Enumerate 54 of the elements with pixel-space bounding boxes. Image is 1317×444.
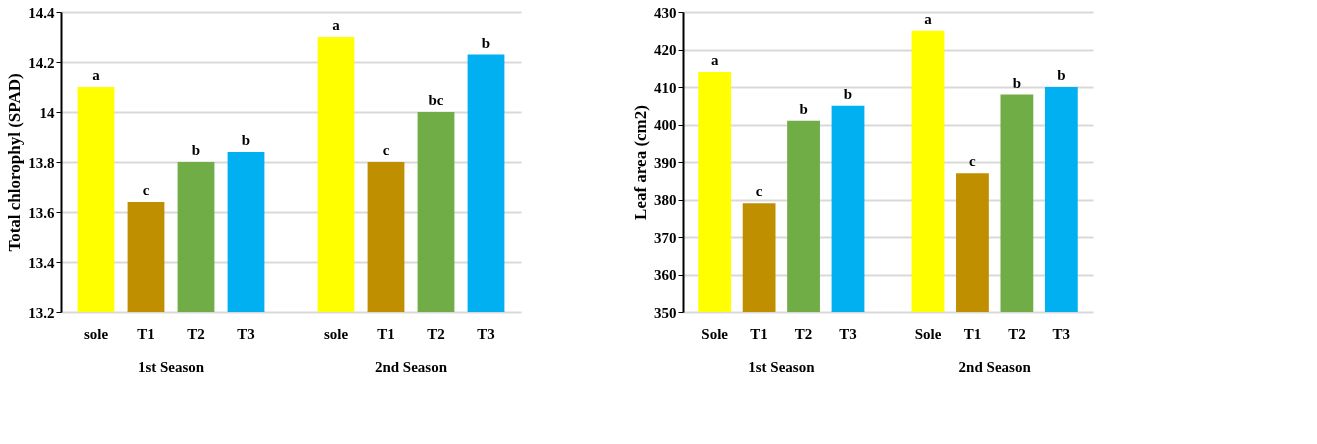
y-tick-label: 370 xyxy=(654,229,677,246)
data-label: b xyxy=(799,100,808,117)
y-tick-label: 380 xyxy=(654,192,677,208)
x-tick-label: T3 xyxy=(1052,326,1071,342)
x-tick-label: T1 xyxy=(377,326,395,342)
x-tick-label: Sole xyxy=(701,326,729,342)
y-tick-label: 410 xyxy=(654,79,677,96)
x-tick-label: T3 xyxy=(839,326,857,342)
data-label: a xyxy=(924,10,933,27)
y-tick-label: 420 xyxy=(654,42,677,58)
y-tick-label: 13.6 xyxy=(28,204,55,221)
data-label: b xyxy=(481,34,491,51)
x-tick-label: Sole xyxy=(914,326,942,342)
y-tick-label: 14.2 xyxy=(28,54,55,71)
data-label: b xyxy=(1012,74,1022,91)
x-tick-label: T1 xyxy=(750,326,768,342)
data-label: a xyxy=(92,67,101,83)
y-tick-label: 13.4 xyxy=(28,254,55,271)
x-tick-label: T2 xyxy=(794,326,813,342)
data-label: c xyxy=(969,153,977,170)
x-tick-label: T1 xyxy=(963,326,982,342)
text: 1st Season xyxy=(137,359,205,375)
data-label: a xyxy=(332,17,341,33)
x-tick-label: T1 xyxy=(137,326,155,342)
y-tick-label: 14.4 xyxy=(28,4,55,21)
x-tick-label: sole xyxy=(323,326,349,342)
text: 1st Season xyxy=(748,359,816,375)
data-label: a xyxy=(710,52,719,68)
y-tick-label: 14 xyxy=(39,104,55,121)
data-label: c xyxy=(382,142,390,158)
data-label: b xyxy=(241,132,251,148)
y-tick-label: 360 xyxy=(654,267,677,283)
data-label: c xyxy=(755,183,763,200)
x-tick-label: sole xyxy=(83,326,109,342)
x-tick-label: T2 xyxy=(427,326,445,342)
x-tick-label: T2 xyxy=(187,326,205,342)
data-label: c xyxy=(142,182,150,198)
y-tick-label: 13.2 xyxy=(28,304,55,321)
y-tick-label: 350 xyxy=(654,304,677,321)
y-tick-label: 13.8 xyxy=(28,154,55,171)
y-axis-title: Total chlorophyl (SPAD) xyxy=(5,73,25,252)
data-label: b xyxy=(191,142,201,158)
text: 2nd Season xyxy=(374,359,448,375)
y-tick-label: 390 xyxy=(654,154,677,171)
x-tick-label: T3 xyxy=(237,326,255,342)
y-tick-label: 430 xyxy=(654,4,677,21)
data-label: b xyxy=(1057,67,1066,83)
data-label: b xyxy=(843,85,853,102)
x-tick-label: T2 xyxy=(1008,326,1026,342)
data-label: bc xyxy=(428,92,444,108)
y-axis-title: Leaf area (cm2) xyxy=(631,105,650,220)
text: 2nd Season xyxy=(958,359,1032,375)
y-tick-label: 400 xyxy=(654,117,677,133)
x-tick-label: T3 xyxy=(477,326,495,342)
